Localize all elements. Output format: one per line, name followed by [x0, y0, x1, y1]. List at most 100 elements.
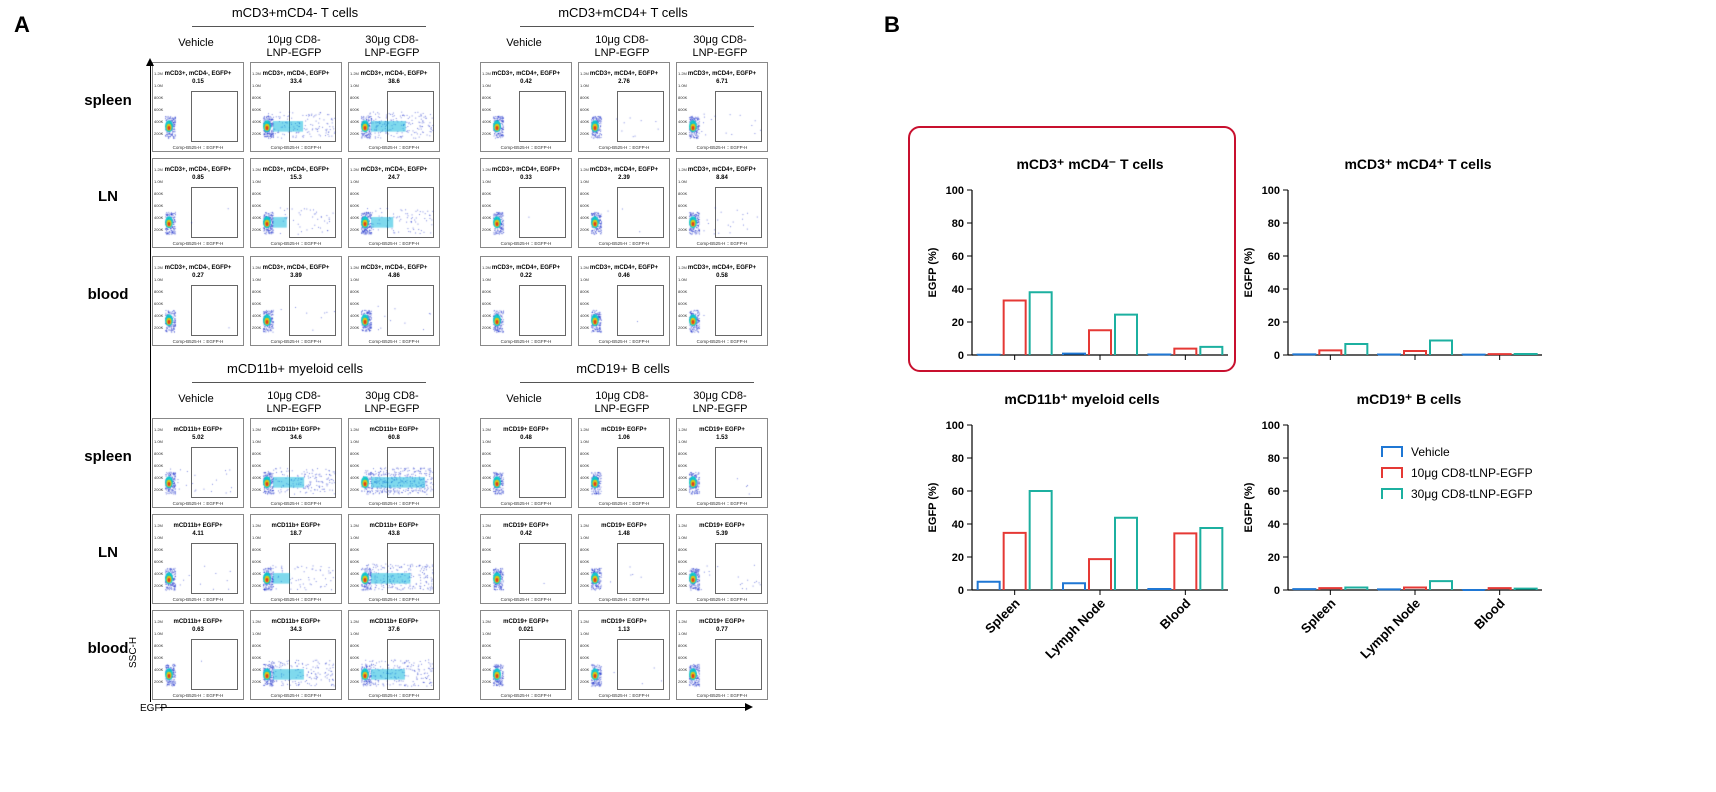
bar-vehicle [1147, 588, 1172, 591]
flow-plot: mCD19+ EGFP+ 0.771.2M1.0M800K600K400K200… [676, 610, 768, 700]
scatter-density [579, 159, 669, 247]
scatter-density [579, 419, 669, 507]
scatter-density [677, 257, 767, 345]
flow-plot: mCD3+, mCD4+, EGFP+ 0.331.2M1.0M800K600K… [480, 158, 572, 248]
bar-30-g-cd8-tlnp-egfp [1114, 516, 1138, 590]
bar-30-g-cd8-tlnp-egfp [1429, 580, 1453, 590]
bar-10-g-cd8-tlnp-egfp [1002, 531, 1027, 590]
y-tick-label: 40 [952, 519, 964, 531]
bar-vehicle [1062, 352, 1086, 355]
x-axis-arrow [160, 707, 745, 708]
flow-plot: mCD19+ EGFP+ 0.421.2M1.0M800K600K400K200… [480, 514, 572, 604]
y-tick-label: 20 [952, 552, 964, 564]
tissue-label: spleen [84, 448, 132, 465]
legend-label: Vehicle [1411, 445, 1450, 459]
condition-label: Vehicle [506, 37, 542, 49]
y-tick-label: 40 [1268, 519, 1280, 531]
y-tick-label: 0 [1274, 585, 1280, 597]
flow-plot: mCD11b+ EGFP+ 0.631.2M1.0M800K600K400K20… [152, 610, 244, 700]
flow-plot: mCD11b+ EGFP+ 4.111.2M1.0M800K600K400K20… [152, 514, 244, 604]
y-tick-label: 0 [958, 350, 964, 362]
y-tick-label: 40 [952, 284, 964, 296]
group-title: mCD11b+ myeloid cells [227, 361, 363, 376]
scatter-density [251, 419, 341, 507]
y-tick-label: 60 [1268, 251, 1280, 263]
bar-10-g-cd8-tlnp-egfp [1487, 587, 1512, 590]
condition-label: 30μg CD8- LNP-EGFP [692, 390, 748, 415]
scatter-density [251, 159, 341, 247]
condition-label: 10μg CD8- LNP-EGFP [594, 390, 650, 415]
bar-30-g-cd8-tlnp-egfp [1199, 526, 1224, 590]
condition-label: Vehicle [506, 393, 542, 405]
flow-plot: mCD19+ EGFP+ 5.391.2M1.0M800K600K400K200… [676, 514, 768, 604]
scatter-density [349, 515, 439, 603]
scatter-density [677, 419, 767, 507]
bar-30-g-cd8-tlnp-egfp [1344, 342, 1369, 355]
y-tick-label: 20 [1268, 552, 1280, 564]
bar-10-g-cd8-tlnp-egfp [1173, 532, 1198, 590]
bar-10-g-cd8-tlnp-egfp [1002, 299, 1027, 355]
condition-label: 10μg CD8- LNP-EGFP [266, 390, 322, 415]
flow-plot: mCD3+, mCD4+, EGFP+ 0.221.2M1.0M800K600K… [480, 256, 572, 346]
y-tick-label: 60 [952, 486, 964, 498]
flow-plot: mCD19+ EGFP+ 1.131.2M1.0M800K600K400K200… [578, 610, 670, 700]
legend-swatch [1381, 446, 1403, 457]
flow-plot: mCD3+, mCD4-, EGFP+ 3.891.2M1.0M800K600K… [250, 256, 342, 346]
panel-a-letter: A [14, 12, 30, 37]
scatter-density [251, 611, 341, 699]
scatter-density [481, 63, 571, 151]
x-axis-title: EGFP [140, 703, 168, 714]
x-axis-arrowhead [745, 703, 753, 711]
scatter-density [251, 63, 341, 151]
scatter-density [251, 515, 341, 603]
bar-30-g-cd8-tlnp-egfp [1344, 586, 1369, 590]
group-underline [192, 26, 426, 27]
condition-label: Vehicle [178, 393, 214, 405]
scatter-density [481, 257, 571, 345]
scatter-density [251, 257, 341, 345]
y-tick-label: 80 [952, 453, 964, 465]
scatter-density [153, 159, 243, 247]
y-tick-label: 0 [1274, 350, 1280, 362]
scatter-density [579, 611, 669, 699]
bar-vehicle [1377, 588, 1401, 591]
scatter-density [579, 515, 669, 603]
y-tick-label: 100 [946, 185, 964, 197]
y-tick-label: 40 [1268, 284, 1280, 296]
condition-label: 30μg CD8- LNP-EGFP [364, 390, 420, 415]
flow-plot: mCD11b+ EGFP+ 18.71.2M1.0M800K600K400K20… [250, 514, 342, 604]
scatter-density [349, 63, 439, 151]
y-axis-label: EGFP (%) [927, 482, 939, 532]
bar-30-g-cd8-tlnp-egfp [1114, 313, 1138, 355]
bar-30-g-cd8-tlnp-egfp [1513, 353, 1538, 356]
bar-vehicle [1292, 353, 1317, 356]
flow-plot: mCD3+, mCD4-, EGFP+ 0.271.2M1.0M800K600K… [152, 256, 244, 346]
highlight-box [908, 126, 1236, 372]
flow-plot: mCD11b+ EGFP+ 37.61.2M1.0M800K600K400K20… [348, 610, 440, 700]
flow-plot: mCD19+ EGFP+ 1.061.2M1.0M800K600K400K200… [578, 418, 670, 508]
scatter-density [481, 159, 571, 247]
legend-swatch [1381, 467, 1403, 478]
y-tick-label: 20 [952, 317, 964, 329]
flow-plot: mCD19+ EGFP+ 0.0211.2M1.0M800K600K400K20… [480, 610, 572, 700]
bar-10-g-cd8-tlnp-egfp [1088, 329, 1112, 355]
flow-plot: mCD3+, mCD4+, EGFP+ 0.421.2M1.0M800K600K… [480, 62, 572, 152]
legend-swatch [1381, 488, 1403, 499]
chart-title: mCD3⁺ mCD4⁻ T cells [1016, 156, 1163, 172]
scatter-density [349, 419, 439, 507]
bar-vehicle [1292, 588, 1317, 591]
flow-plot: mCD3+, mCD4-, EGFP+ 24.71.2M1.0M800K600K… [348, 158, 440, 248]
bar-10-g-cd8-tlnp-egfp [1088, 558, 1112, 590]
x-tick-label: Lymph Node [1042, 596, 1108, 662]
scatter-density [349, 159, 439, 247]
y-tick-label: 100 [946, 420, 964, 432]
y-tick-label: 100 [1262, 420, 1280, 432]
chart-title: mCD3⁺ mCD4⁺ T cells [1344, 156, 1491, 172]
flow-plot: mCD19+ EGFP+ 1.481.2M1.0M800K600K400K200… [578, 514, 670, 604]
tissue-label: blood [87, 286, 129, 303]
group-underline [192, 382, 426, 383]
condition-label: 30μg CD8- LNP-EGFP [364, 34, 420, 59]
flow-plot: mCD19+ EGFP+ 1.531.2M1.0M800K600K400K200… [676, 418, 768, 508]
y-tick-label: 0 [958, 585, 964, 597]
bar-30-g-cd8-tlnp-egfp [1513, 587, 1538, 590]
